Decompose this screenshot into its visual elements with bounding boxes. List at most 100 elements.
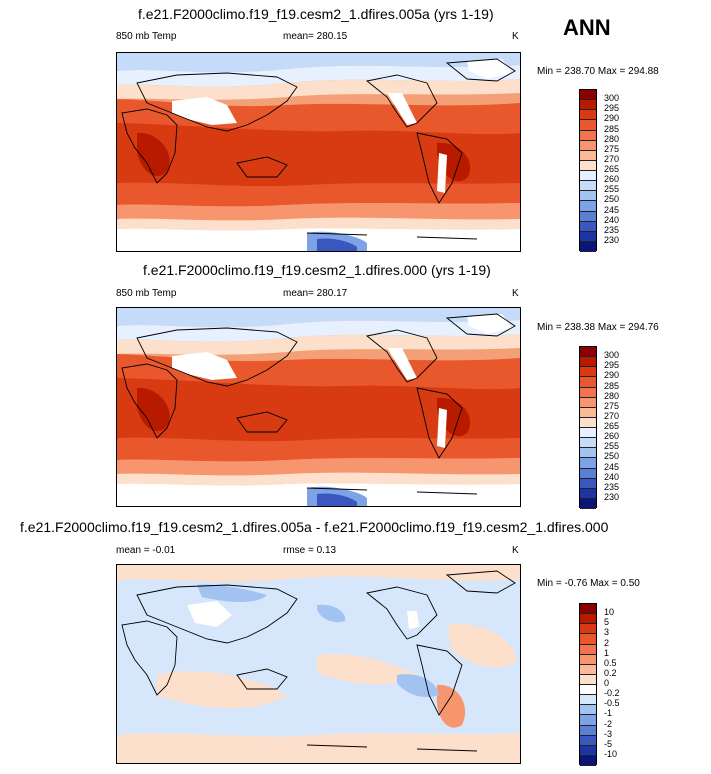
colorbar-tick-label: 270	[604, 153, 620, 164]
colorbar-swatch	[580, 191, 596, 202]
colorbar-swatch	[580, 150, 596, 161]
colorbar-tick-label: 280	[604, 390, 620, 401]
panel2-units: K	[512, 288, 519, 299]
colorbar-tick-label: 265	[604, 421, 620, 431]
colorbar-swatch	[580, 367, 596, 378]
colorbar-swatch	[580, 160, 596, 171]
colorbar-swatch	[580, 664, 596, 675]
colorbar-swatch	[580, 458, 596, 469]
colorbar-tick-label: -2	[604, 718, 613, 729]
colorbar-swatch	[580, 735, 596, 746]
colorbar-tick-label: 245	[604, 461, 620, 472]
colorbar-swatch	[580, 488, 596, 499]
colorbar-tick-label: 270	[604, 410, 620, 421]
colorbar-tick-label: 2	[604, 637, 610, 648]
colorbar-tick-label: 300	[604, 350, 620, 361]
colorbar-tick-label: 285	[604, 380, 620, 391]
colorbar-tick-label: -0.5	[604, 698, 620, 709]
panel2-field-plot	[117, 308, 520, 506]
colorbar-swatch	[580, 438, 596, 449]
colorbar-swatch	[580, 90, 596, 101]
colorbar-tick-label: 255	[604, 441, 620, 452]
panel1-variable: 850 mb Temp	[116, 31, 177, 42]
panel2-variable: 850 mb Temp	[116, 288, 177, 299]
colorbar-tick-label: 260	[604, 174, 620, 185]
colorbar-tick-label: 250	[604, 451, 620, 462]
colorbar-tick-label: 255	[604, 184, 620, 195]
panel2-map	[116, 307, 521, 507]
colorbar-tick-label: -3	[604, 728, 613, 739]
colorbar-swatch	[580, 201, 596, 212]
colorbar-tick-label: 245	[604, 204, 620, 215]
panel2-colorbar	[579, 346, 597, 509]
panel3-title: f.e21.F2000climo.f19_f19.cesm2_1.dfires.…	[20, 519, 609, 535]
colorbar-swatch	[580, 407, 596, 418]
colorbar-swatch	[580, 654, 596, 665]
colorbar-swatch	[580, 498, 596, 509]
colorbar-tick-label: 240	[604, 471, 620, 482]
colorbar-swatch	[580, 110, 596, 121]
panel1-field-plot	[117, 53, 520, 251]
colorbar-swatch	[580, 130, 596, 141]
colorbar-swatch	[580, 377, 596, 388]
colorbar-tick-label: -1	[604, 708, 613, 719]
colorbar-swatch	[580, 221, 596, 232]
colorbar-tick-label: 0.5	[604, 657, 617, 668]
colorbar-tick-label: 0.2	[604, 667, 617, 678]
panel3-units: K	[512, 545, 519, 556]
colorbar-swatch	[580, 387, 596, 398]
colorbar-tick-label: 290	[604, 113, 620, 124]
colorbar-swatch	[580, 171, 596, 182]
colorbar-tick-label: 300	[604, 93, 620, 104]
colorbar-swatch	[580, 745, 596, 756]
colorbar-tick-label: 10	[604, 607, 615, 618]
panel1-title: f.e21.F2000climo.f19_f19.cesm2_1.dfires.…	[138, 6, 494, 22]
panel3-mean: mean = -0.01	[116, 545, 176, 556]
panel1-colorbar	[579, 89, 597, 252]
colorbar-tick-label: 295	[604, 360, 620, 371]
panel3-map	[116, 564, 521, 764]
season-label: ANN	[563, 15, 611, 40]
panel3-minmax: Min = -0.76 Max = 0.50	[537, 578, 640, 589]
panel2-title: f.e21.F2000climo.f19_f19.cesm2_1.dfires.…	[143, 262, 491, 278]
colorbar-swatch	[580, 347, 596, 358]
colorbar-swatch	[580, 755, 596, 766]
colorbar-swatch	[580, 428, 596, 439]
colorbar-swatch	[580, 634, 596, 645]
colorbar-tick-label: 0	[604, 678, 610, 688]
panel2-minmax: Min = 238.38 Max = 294.76	[537, 322, 659, 333]
colorbar-swatch	[580, 241, 596, 252]
colorbar-swatch	[580, 478, 596, 489]
colorbar-tick-label: 265	[604, 164, 620, 174]
colorbar-swatch	[580, 614, 596, 625]
colorbar-swatch	[580, 417, 596, 428]
colorbar-tick-label: 240	[604, 214, 620, 225]
colorbar-swatch	[580, 725, 596, 736]
colorbar-swatch	[580, 705, 596, 716]
colorbar-swatch	[580, 181, 596, 192]
panel1-mean: mean= 280.15	[283, 31, 348, 42]
colorbar-tick-label: 1	[604, 647, 610, 658]
colorbar-tick-label: -0.2	[604, 688, 620, 699]
colorbar-tick-label: 235	[604, 481, 620, 492]
colorbar-swatch	[580, 211, 596, 222]
colorbar-tick-label: 295	[604, 103, 620, 114]
panel2-mean: mean= 280.17	[283, 288, 348, 299]
colorbar-tick-label: 5	[604, 617, 610, 628]
colorbar-swatch	[580, 357, 596, 368]
colorbar-swatch	[580, 140, 596, 151]
colorbar-tick-label: 3	[604, 627, 610, 638]
panel3-field-plot	[117, 565, 520, 763]
colorbar-tick-label: 280	[604, 133, 620, 144]
colorbar-tick-label: -10	[604, 748, 618, 759]
colorbar-swatch	[580, 100, 596, 111]
colorbar-tick-label: 285	[604, 123, 620, 134]
colorbar-swatch	[580, 397, 596, 408]
colorbar-swatch	[580, 695, 596, 706]
colorbar-swatch	[580, 644, 596, 655]
colorbar-tick-label: 235	[604, 224, 620, 235]
colorbar-tick-label: 275	[604, 143, 620, 154]
colorbar-swatch	[580, 624, 596, 635]
panel3-rmse: rmse = 0.13	[283, 545, 337, 556]
colorbar-swatch	[580, 715, 596, 726]
